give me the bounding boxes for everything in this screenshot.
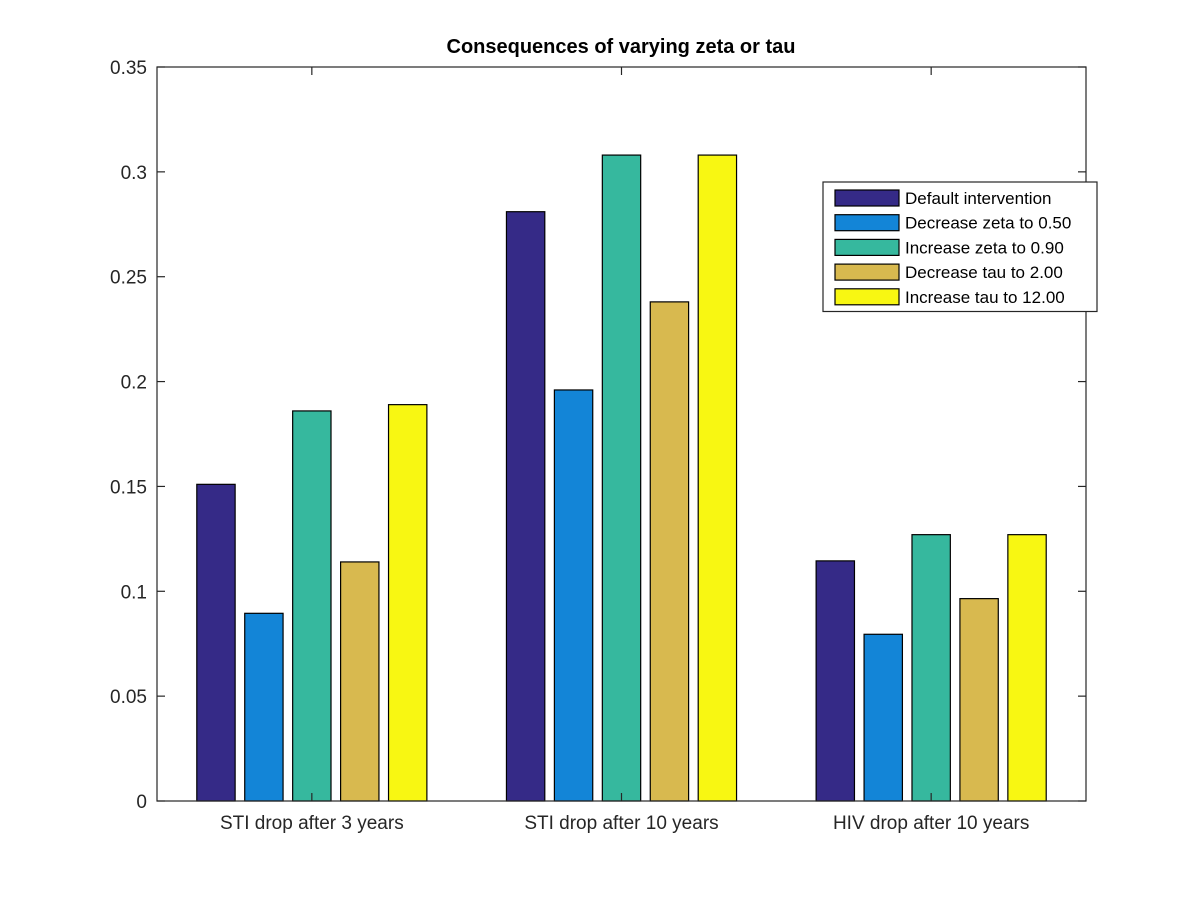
x-tick-label: HIV drop after 10 years: [833, 813, 1029, 834]
bar: [959, 598, 999, 802]
legend-label: Default intervention: [905, 189, 1051, 208]
bar: [196, 483, 236, 802]
bar: [387, 404, 428, 802]
bar: [505, 211, 546, 802]
x-tick-label: STI drop after 10 years: [524, 813, 718, 834]
bar: [553, 389, 594, 802]
bar: [1007, 534, 1047, 802]
bar: [244, 612, 284, 802]
legend-label: Decrease zeta to 0.50: [905, 214, 1071, 233]
y-tick-label: 0: [136, 792, 147, 813]
bar: [911, 534, 951, 802]
y-tick-label: 0.35: [110, 58, 147, 79]
legend-swatch: [834, 288, 900, 306]
y-tick-label: 0.25: [110, 268, 147, 289]
legend: Default intervention Decrease zeta to 0.5…: [822, 181, 1098, 313]
y-tick-label: 0.1: [121, 582, 147, 603]
legend-label: Decrease tau to 2.00: [905, 263, 1063, 282]
ticks-group: STI drop after 3 years STI drop after 10 …: [110, 58, 1086, 834]
bar: [815, 560, 856, 802]
legend-label: Increase zeta to 0.90: [905, 238, 1064, 257]
y-tick-label: 0.3: [121, 163, 147, 184]
chart-title: Consequences of varying zeta or tau: [447, 36, 796, 58]
bar: [601, 154, 642, 802]
legend-swatch: [834, 189, 900, 207]
bar: [292, 410, 332, 802]
legend-swatch: [834, 263, 900, 281]
x-tick-label: STI drop after 3 years: [220, 813, 404, 834]
bar: [649, 301, 690, 802]
legend-swatch: [834, 214, 900, 232]
y-tick-label: 0.2: [121, 373, 147, 394]
bar: [863, 633, 904, 802]
bar: [697, 154, 738, 802]
y-tick-label: 0.05: [110, 687, 147, 708]
bar: [340, 561, 380, 802]
bars-group: [196, 154, 1047, 802]
legend-label: Increase tau to 12.00: [905, 288, 1065, 307]
legend-swatch: [834, 238, 900, 256]
y-tick-label: 0.15: [110, 477, 147, 498]
